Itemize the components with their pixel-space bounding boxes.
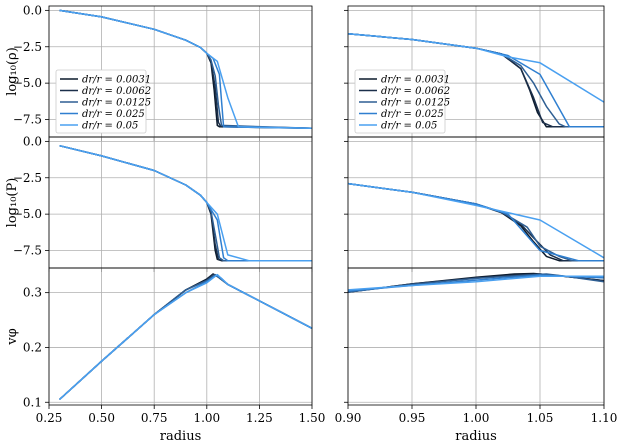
- rho_left-legend-label-0: dr/r = 0.0031: [82, 75, 151, 86]
- v_left-xtick-label-5: 1.50: [299, 411, 326, 425]
- rho_left-y-axis-label: log₁₀(ρ): [5, 47, 20, 96]
- rho_left-legend-label-3: dr/r = 0.025: [82, 109, 145, 120]
- v_right-xtick-label-4: 1.10: [591, 411, 618, 425]
- p_left-series-line-1: [59, 144, 312, 262]
- rho_left-legend-label-2: dr/r = 0.0125: [82, 98, 151, 109]
- p_left-ytick-label-3: −7.5: [13, 244, 42, 258]
- rho_left-legend-box: [55, 69, 147, 134]
- p_left-axes-frame: [48, 136, 313, 269]
- rho_left-ytick-label-2: −5.0: [13, 76, 42, 90]
- rho_right-legend-label-1: dr/r = 0.0062: [381, 86, 450, 97]
- v_left-series-line-4: [58, 273, 313, 401]
- v_left-series-line-3: [58, 274, 313, 401]
- v_left-xtick-label-4: 1.25: [246, 411, 273, 425]
- rho_left-ytick-label-3: −7.5: [13, 113, 42, 127]
- p_left-series-line-2: [59, 144, 312, 262]
- v_left-y-axis-label: vφ: [5, 328, 20, 345]
- rho_left-ytick-label-0: 0.0: [23, 3, 42, 17]
- p_left-series-line-3: [59, 144, 312, 262]
- v_left-axes-frame: [48, 267, 313, 406]
- x-axis-label-right: radius: [455, 429, 497, 444]
- v_left-xtick-label-1: 0.50: [88, 411, 115, 425]
- rho_right-legend-label-0: dr/r = 0.0031: [381, 75, 450, 86]
- rho_right-series-line-4: [347, 32, 605, 103]
- v_left-ytick-label-0: 0.1: [23, 395, 42, 409]
- v_right-xtick-label-0: 0.90: [335, 411, 362, 425]
- p_left-series-line-0: [59, 144, 312, 262]
- rho_left-legend-label-4: dr/r = 0.05: [82, 121, 138, 132]
- rho_left-series-line-4: [59, 9, 313, 130]
- v_left-xtick-label-3: 1.00: [193, 411, 220, 425]
- v_left-xtick-label-0: 0.25: [36, 411, 63, 425]
- v_left-ytick-label-2: 0.3: [23, 286, 42, 300]
- rho_right-legend-label-4: dr/r = 0.05: [381, 121, 437, 132]
- rho_left-ytick-label-1: −2.5: [13, 40, 42, 54]
- rho_right-legend-label-3: dr/r = 0.025: [381, 109, 444, 120]
- v_right-xtick-label-3: 1.05: [527, 411, 554, 425]
- rho_right-legend-box: [354, 69, 446, 134]
- p_left-ytick-label-2: −5.0: [13, 207, 42, 221]
- rho_left-legend-label-1: dr/r = 0.0062: [82, 86, 151, 97]
- p_left-series-line-4: [59, 144, 312, 262]
- v_right-series-line-4: [347, 275, 604, 291]
- p_right-series-line-4: [347, 182, 605, 259]
- p_left-y-axis-label: log₁₀(P): [5, 178, 20, 228]
- v_right-xtick-label-2: 1.00: [463, 411, 490, 425]
- rho_right-legend-label-2: dr/r = 0.0125: [381, 98, 450, 109]
- v_right-xtick-label-1: 0.95: [399, 411, 426, 425]
- p_left-ytick-label-1: −2.5: [13, 171, 42, 185]
- x-axis-label-left: radius: [160, 429, 202, 444]
- p_left-ytick-label-0: 0.0: [23, 134, 42, 148]
- v_left-xtick-label-2: 0.75: [141, 411, 168, 425]
- v_left-ytick-label-1: 0.2: [23, 340, 42, 354]
